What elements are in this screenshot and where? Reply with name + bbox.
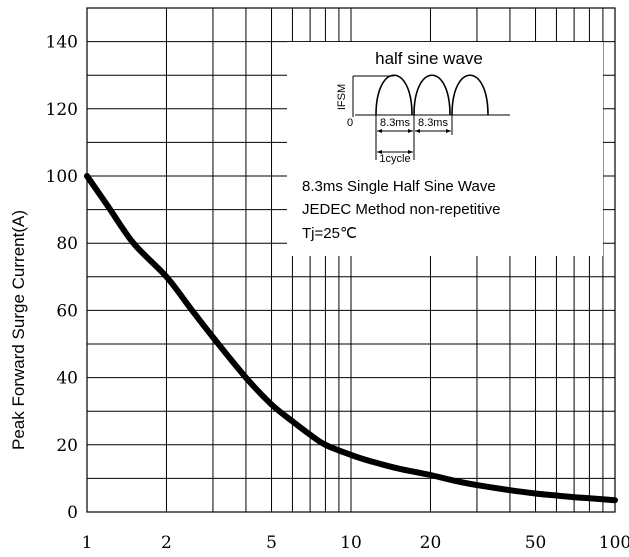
data-point — [430, 474, 431, 476]
data-point — [588, 497, 590, 499]
data-point — [573, 496, 575, 498]
half-sine-arc-3 — [451, 74, 489, 116]
data-point — [555, 495, 557, 496]
data-point — [371, 461, 373, 463]
tick-labels: 0 20 40 60 80 100 120 140 1 2 5 10 20 50 100 — [46, 33, 629, 553]
inset-ifsm-label: IFSM — [336, 84, 348, 110]
data-point — [455, 480, 457, 482]
y-tick-label: 0 — [67, 503, 78, 523]
x-tick-label: 50 — [525, 533, 547, 553]
data-point — [309, 434, 311, 436]
period-label-1: 8.3ms — [380, 117, 410, 129]
inset-note-3: Tj=25℃ — [302, 225, 357, 242]
data-point — [535, 493, 536, 494]
plot-frame — [86, 7, 616, 513]
x-tick-label: 100 — [599, 533, 629, 553]
half-sine-inset: half sine wave IFSM 0 8.3ms 8.3ms 1cycle… — [302, 49, 510, 242]
data-point — [133, 242, 134, 244]
data-point — [166, 276, 167, 278]
x-tick-label: 5 — [266, 533, 277, 553]
inset-note-2: JEDEC Method non-repetitive — [302, 201, 500, 218]
y-axis-label: Peak Forward Surge Current(A) — [9, 210, 28, 450]
half-sine-arc-2 — [413, 74, 451, 116]
data-point — [245, 377, 247, 379]
series-layer — [84, 173, 618, 504]
period-label-2: 8.3ms — [418, 117, 448, 129]
data-point — [397, 467, 398, 469]
y-tick-label: 20 — [56, 436, 78, 456]
y-tick-label: 40 — [56, 369, 78, 389]
data-point — [350, 454, 352, 456]
x-tick-label: 10 — [340, 533, 362, 553]
inset-title: half sine wave — [375, 49, 483, 68]
data-point — [212, 336, 214, 338]
data-point — [476, 484, 478, 486]
inset-zero-label: 0 — [347, 117, 353, 129]
y-tick-label: 60 — [56, 301, 78, 321]
data-point — [271, 404, 272, 405]
y-tick-label: 100 — [46, 167, 78, 187]
cycle-label: 1cycle — [379, 153, 410, 165]
data-point — [324, 444, 326, 446]
y-tick-label: 80 — [56, 234, 78, 254]
half-sine-arc-1 — [375, 74, 413, 116]
y-tick-label: 120 — [46, 100, 78, 120]
data-point — [614, 499, 616, 501]
inset-box — [287, 42, 603, 256]
data-point — [509, 489, 511, 491]
y-tick-label: 140 — [46, 33, 78, 53]
x-tick-label: 2 — [161, 533, 172, 553]
x-tick-label: 1 — [82, 533, 93, 553]
data-point — [107, 205, 109, 207]
inset-note-1: 8.3ms Single Half Sine Wave — [302, 178, 496, 195]
x-tick-label: 20 — [420, 533, 442, 553]
data-point — [86, 175, 88, 177]
data-point — [191, 309, 193, 311]
data-point — [291, 420, 293, 422]
